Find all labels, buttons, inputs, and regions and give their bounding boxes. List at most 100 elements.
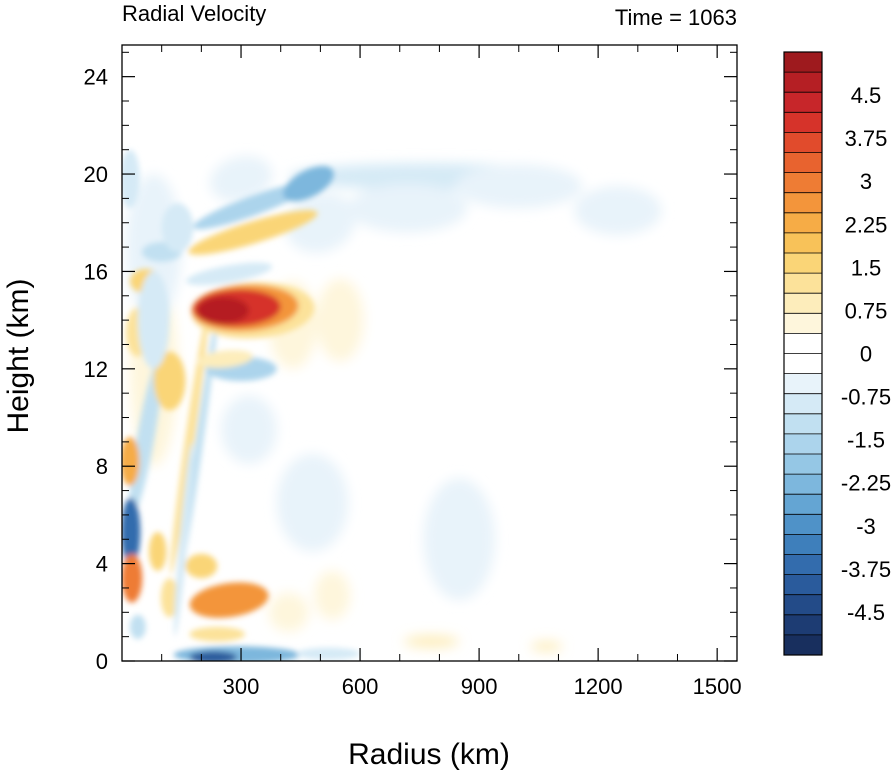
- colorbar-tick-label: -3.75: [841, 557, 891, 582]
- colorbar-swatch: [784, 353, 822, 374]
- colorbar-swatch: [784, 172, 822, 194]
- velocity-blob: [153, 351, 186, 411]
- colorbar-swatch: [784, 192, 822, 214]
- velocity-blob: [174, 442, 193, 637]
- velocity-blob: [193, 182, 313, 230]
- eye-outflow-low: [122, 553, 143, 603]
- colorbar-swatch: [784, 514, 822, 535]
- velocity-blob: [122, 149, 140, 209]
- colorbar-tick-label: 3: [860, 169, 872, 194]
- velocity-blob: [160, 578, 179, 618]
- velocity-blob: [137, 271, 170, 369]
- velocity-blob: [285, 192, 356, 253]
- colorbar-tick-label: 2.25: [845, 212, 888, 237]
- velocity-blob: [316, 278, 365, 362]
- velocity-blob: [268, 592, 309, 632]
- x-tick-label: 600: [342, 674, 379, 699]
- colorbar-swatch: [784, 474, 822, 495]
- velocity-blob: [189, 626, 245, 642]
- colorbar-swatch: [784, 92, 822, 113]
- colorbar-swatch: [784, 494, 822, 515]
- colorbar-tick-label: -4.5: [847, 600, 885, 625]
- colorbar-tick-label: -2.25: [841, 471, 891, 496]
- y-tick-label: 12: [84, 357, 108, 382]
- colorbar-swatch: [784, 413, 822, 435]
- y-axis-label: Height (km): [2, 278, 35, 433]
- colorbar-swatch: [784, 52, 822, 73]
- velocity-blob: [314, 570, 351, 620]
- velocity-blob: [161, 203, 194, 252]
- velocity-blob: [530, 641, 563, 652]
- velocity-blob: [221, 395, 277, 464]
- y-tick-label: 24: [84, 65, 108, 90]
- colorbar-tick-label: 4.5: [851, 83, 882, 108]
- velocity-blob: [296, 647, 361, 660]
- velocity-blob: [276, 454, 349, 552]
- colorbar-swatch: [784, 273, 822, 294]
- colorbar-swatch: [784, 454, 822, 475]
- velocity-blob: [455, 164, 583, 209]
- colorbar-swatch: [784, 433, 822, 455]
- x-tick-label: 1200: [574, 674, 623, 699]
- chart-title: Radial Velocity: [122, 1, 266, 26]
- axes: 300 600 900 1200 1500 0 4 8 12 16 20 24: [84, 45, 742, 699]
- y-tick-label: 20: [84, 162, 108, 187]
- upper-weak-outflow: [344, 286, 464, 394]
- field-sharp-layer: [122, 149, 361, 661]
- colorbar-swatch: [784, 313, 822, 334]
- colorbar-swatch: [784, 152, 822, 173]
- colorbar-tick-label: -0.75: [841, 385, 891, 410]
- colorbar-swatch: [784, 112, 822, 133]
- plot-frame: [121, 44, 738, 662]
- y-tick-label: 16: [84, 259, 108, 284]
- velocity-blob: [574, 251, 622, 272]
- colorbar-tick-label: -3: [856, 514, 876, 539]
- velocity-blob: [186, 262, 273, 286]
- velocity-blob: [148, 531, 167, 571]
- mid-weak-inflow: [423, 478, 495, 601]
- upper-outflow-band: [188, 210, 318, 255]
- field-diffuse-layer: [125, 156, 662, 652]
- colorbar-swatch: [784, 393, 822, 415]
- chart-subtitle: Time = 1063: [615, 5, 737, 30]
- y-tick-label: 4: [96, 552, 108, 577]
- upper-inflow-streak: [283, 166, 334, 202]
- eyewall-outflow-band: [170, 309, 209, 575]
- colorbar-swatch: [784, 72, 822, 93]
- velocity-blob: [129, 614, 146, 640]
- outflow-jet-core: [197, 297, 249, 324]
- eye-outflow-mid: [122, 437, 140, 486]
- x-axis-label: Radius (km): [348, 738, 510, 771]
- velocity-blob: [209, 156, 273, 202]
- colorbar-swatch: [784, 232, 822, 254]
- colorbar-swatch: [784, 554, 822, 575]
- colorbar-frame: [783, 51, 823, 656]
- colorbar-swatch: [784, 373, 822, 395]
- velocity-field: [122, 149, 662, 661]
- colorbar-swatch: [784, 634, 822, 656]
- colorbar-swatch: [784, 253, 822, 274]
- colorbar-swatch: [784, 293, 822, 314]
- colorbar-swatch: [784, 212, 822, 234]
- velocity-blob: [403, 635, 460, 648]
- velocity-blob: [129, 355, 163, 519]
- colorbar-tick-label: 1.5: [851, 255, 882, 280]
- colorbar-swatch: [784, 594, 822, 616]
- colorbar-tick-label: 0: [860, 342, 872, 367]
- velocity-blob: [435, 293, 507, 372]
- velocity-blob: [197, 350, 253, 369]
- x-tick-label: 900: [461, 674, 498, 699]
- velocity-blob: [348, 183, 468, 233]
- velocity-blob: [574, 186, 662, 235]
- colorbar: 4.5 3.75 3 2.25 1.5 0.75 0 -0.75 -1.5 -2.25 -3 -3.7…: [783, 51, 891, 656]
- y-tick-label: 8: [96, 454, 108, 479]
- velocity-blob: [185, 553, 218, 579]
- x-tick-label: 300: [223, 674, 260, 699]
- x-tick-label: 1500: [693, 674, 742, 699]
- colorbar-swatch: [784, 614, 822, 636]
- low-level-outflow: [189, 582, 269, 618]
- y-tick-label: 0: [96, 649, 108, 674]
- colorbar-tick-label: 3.75: [845, 126, 888, 151]
- colorbar-tick-label: -1.5: [847, 428, 885, 453]
